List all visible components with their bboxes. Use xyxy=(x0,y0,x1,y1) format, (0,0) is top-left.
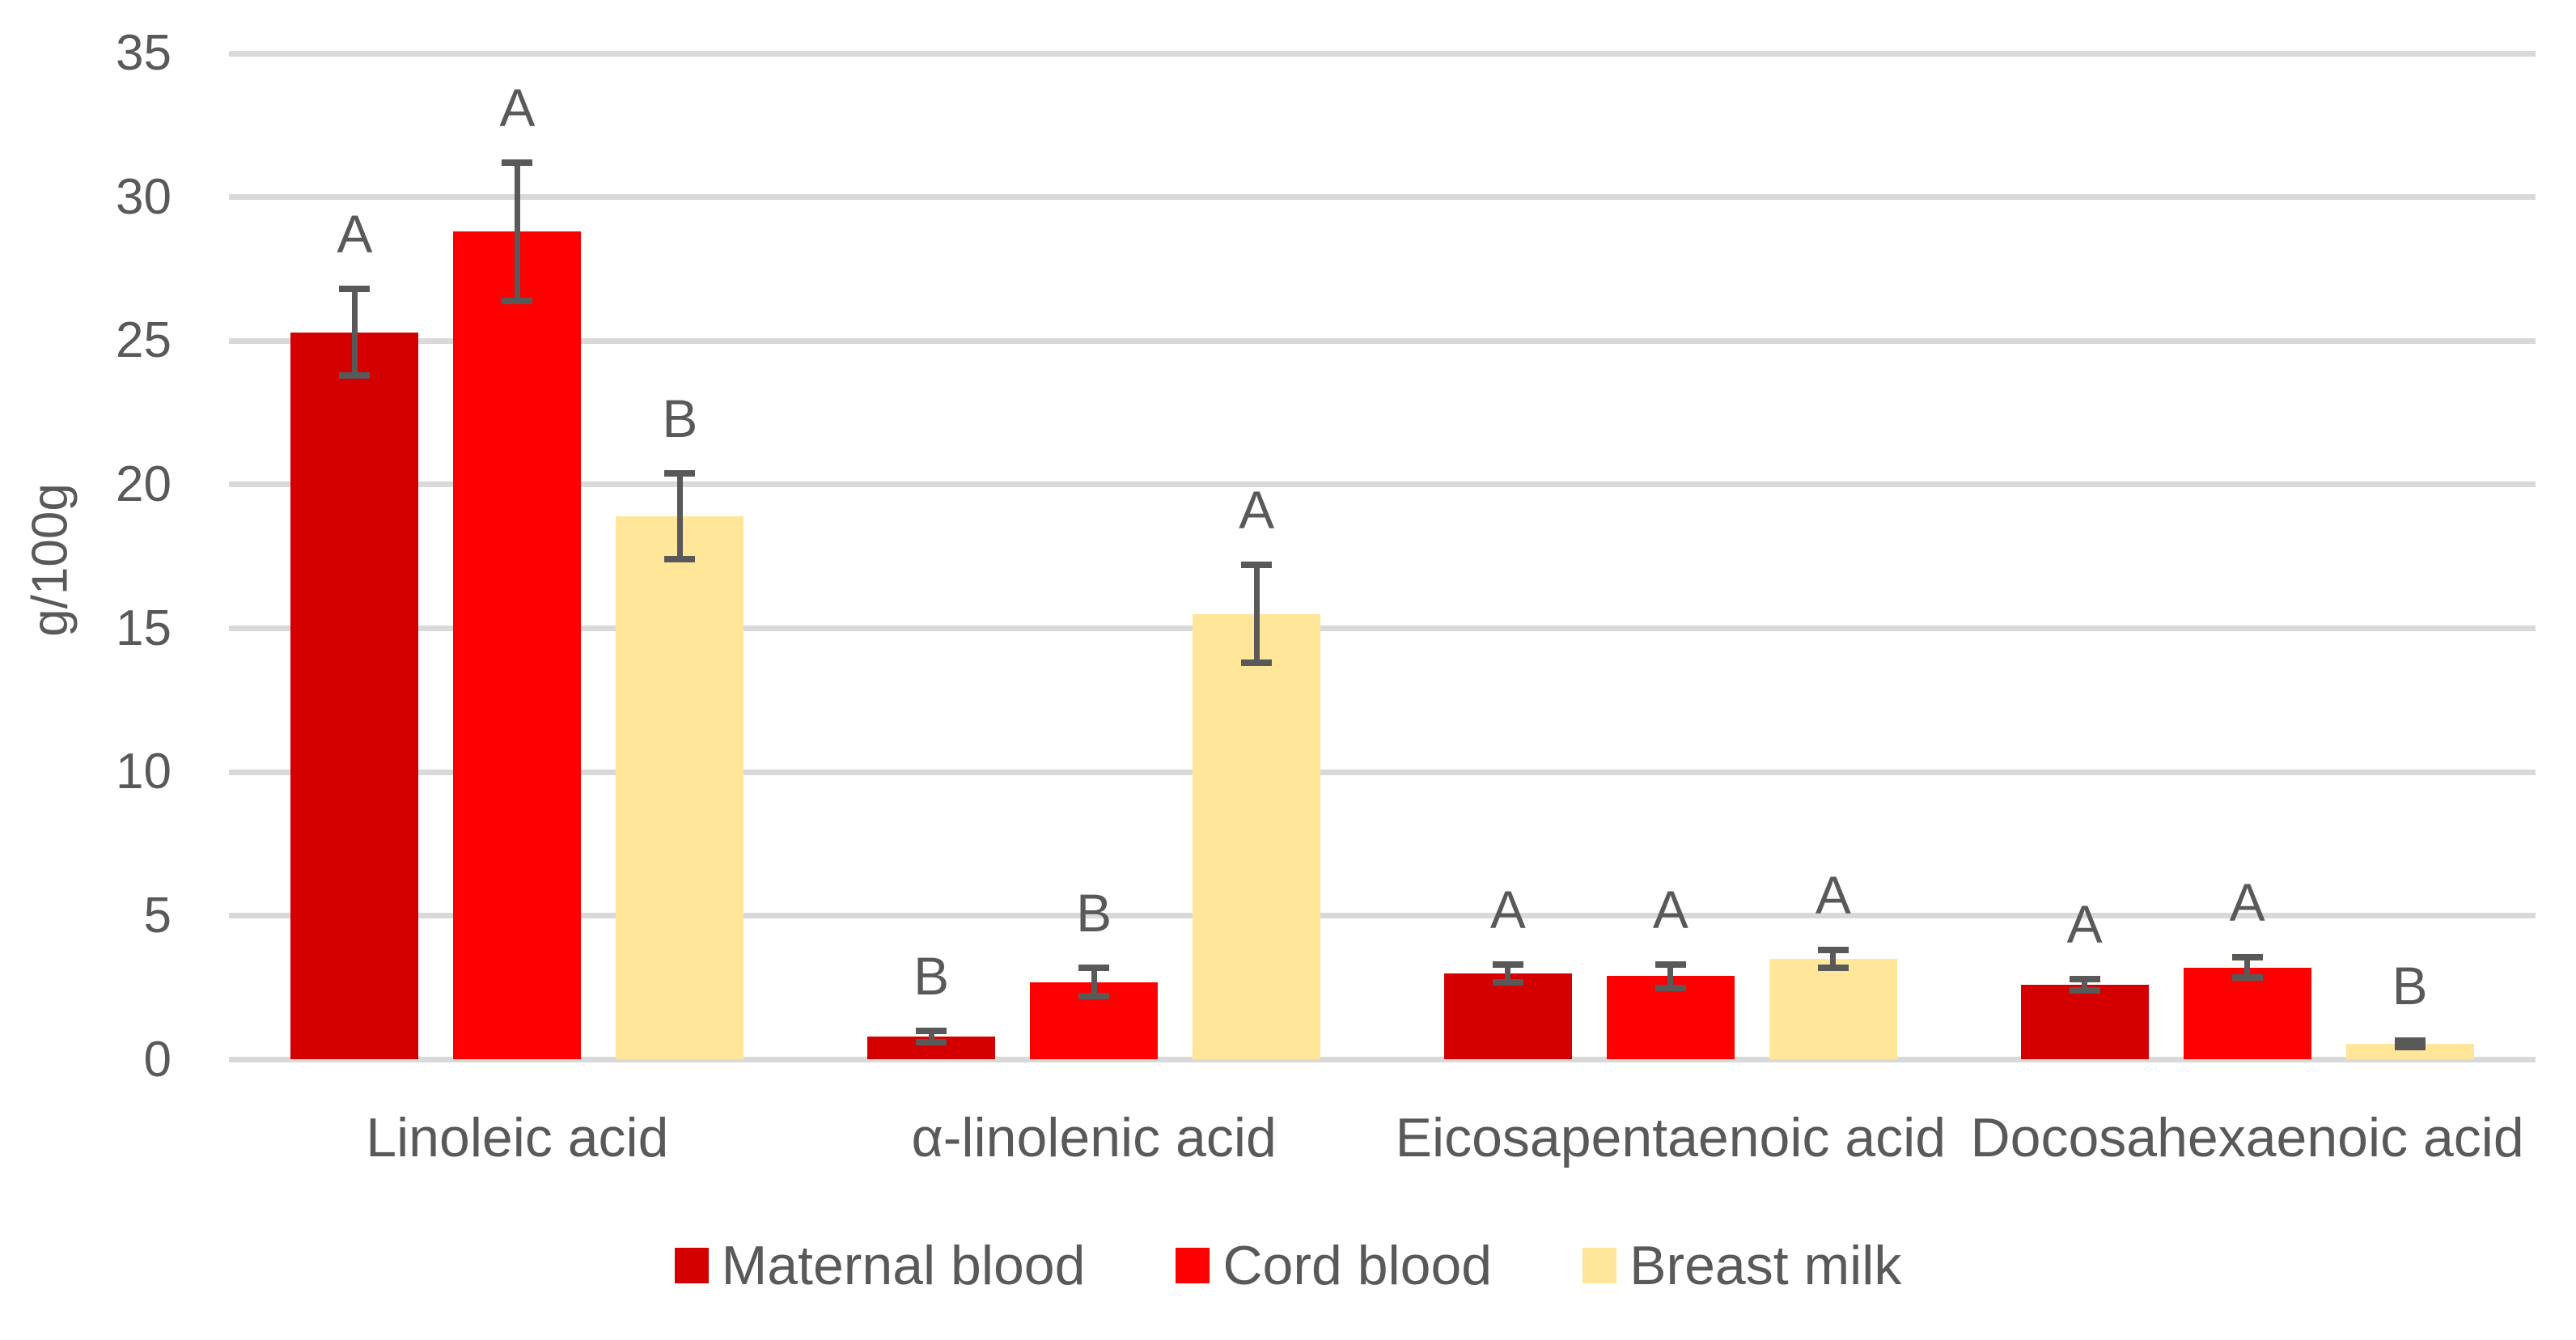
significance-letter: A xyxy=(1239,480,1275,541)
bar xyxy=(453,231,582,1060)
category-label: Eicosapentaenoic acid xyxy=(1395,1107,1947,1168)
legend-label: Cord blood xyxy=(1222,1235,1493,1296)
error-bar xyxy=(2231,954,2263,982)
error-bar-cap-bottom xyxy=(1817,964,1849,971)
significance-letter: A xyxy=(1652,880,1688,940)
significance-letter: B xyxy=(662,388,698,448)
error-bar xyxy=(916,1027,947,1046)
error-bar xyxy=(502,159,533,304)
bar xyxy=(290,332,419,1060)
gridline xyxy=(229,769,2536,775)
gridline xyxy=(229,481,2536,488)
legend-item: Maternal blood xyxy=(674,1235,1086,1296)
error-bar-cap-bottom xyxy=(1654,984,1686,991)
gridline xyxy=(229,913,2536,919)
error-bar-cap-bottom xyxy=(916,1039,947,1046)
error-bar xyxy=(1817,947,1849,971)
error-bar-cap-bottom xyxy=(339,371,371,379)
error-bar xyxy=(1492,961,1523,986)
error-bar-stem xyxy=(928,1027,934,1046)
legend-swatch xyxy=(1176,1248,1210,1283)
y-tick-label: 20 xyxy=(116,456,172,512)
bar xyxy=(1769,959,1897,1060)
significance-letter: A xyxy=(1815,865,1851,926)
category-label: α-linolenic acid xyxy=(911,1107,1277,1168)
error-bar-cap-bottom xyxy=(2231,974,2263,982)
y-tick-label: 0 xyxy=(143,1031,172,1088)
bar xyxy=(2183,967,2311,1060)
significance-letter: B xyxy=(2392,956,2428,1016)
bar xyxy=(616,516,744,1060)
legend-label: Maternal blood xyxy=(721,1235,1086,1296)
error-bar xyxy=(1654,961,1686,991)
gridline xyxy=(229,337,2536,344)
error-bar-stem xyxy=(351,286,358,379)
error-bar xyxy=(339,286,371,379)
y-tick-label: 25 xyxy=(116,312,172,369)
error-bar-stem xyxy=(1830,947,1837,971)
y-tick-label: 15 xyxy=(116,600,172,656)
category-label: Docosahexaenoic acid xyxy=(1970,1107,2524,1168)
error-bar-stem xyxy=(2244,954,2251,982)
significance-letter: B xyxy=(1076,882,1112,943)
significance-letter: A xyxy=(2066,894,2103,955)
error-bar-cap-bottom xyxy=(502,297,533,304)
bar xyxy=(1443,973,1572,1060)
error-bar-cap-bottom xyxy=(1078,993,1110,1000)
error-bar-stem xyxy=(1667,961,1674,991)
gridline xyxy=(229,194,2536,201)
y-tick-label: 35 xyxy=(116,25,172,81)
legend-swatch xyxy=(674,1248,709,1283)
plot-area: A B A A A B A A B A A B xyxy=(229,50,2536,1062)
y-tick-label: 10 xyxy=(116,744,172,800)
legend-label: Breast milk xyxy=(1629,1235,1902,1296)
category-label: Linoleic acid xyxy=(366,1107,669,1168)
error-bar-stem xyxy=(1253,562,1260,667)
significance-letter: A xyxy=(1489,880,1526,940)
significance-letter: A xyxy=(337,204,373,265)
error-bar xyxy=(2069,976,2100,994)
gridline xyxy=(229,50,2536,57)
bar xyxy=(1193,613,1321,1060)
significance-letter: A xyxy=(499,78,536,138)
error-bar-cap-bottom xyxy=(2394,1043,2426,1050)
significance-letter: A xyxy=(2229,872,2265,933)
legend-swatch xyxy=(1582,1248,1617,1283)
error-bar-stem xyxy=(676,469,683,563)
error-bar xyxy=(1241,562,1273,667)
gridline xyxy=(229,625,2536,632)
legend: Maternal blood Cord blood Breast milk xyxy=(0,1238,2576,1293)
y-tick-label: 5 xyxy=(143,887,172,944)
legend-item: Breast milk xyxy=(1582,1238,1901,1293)
error-bar-stem xyxy=(2082,976,2088,994)
error-bar xyxy=(1078,964,1110,1000)
bar xyxy=(2020,985,2149,1060)
error-bar-cap-bottom xyxy=(1241,659,1273,667)
error-bar-cap-bottom xyxy=(1492,978,1523,986)
error-bar-cap-bottom xyxy=(2069,987,2100,994)
gridline xyxy=(229,1057,2536,1062)
error-bar xyxy=(664,469,696,563)
significance-letter: B xyxy=(913,945,950,1006)
bar xyxy=(2345,1043,2474,1060)
error-bar-cap-bottom xyxy=(664,556,696,563)
error-bar xyxy=(2394,1037,2426,1050)
y-tick-label: 30 xyxy=(116,168,172,225)
legend-item: Cord blood xyxy=(1176,1238,1492,1293)
error-bar-stem xyxy=(514,159,520,304)
error-bar-stem xyxy=(1505,961,1511,986)
error-bar-stem xyxy=(1091,964,1097,1000)
